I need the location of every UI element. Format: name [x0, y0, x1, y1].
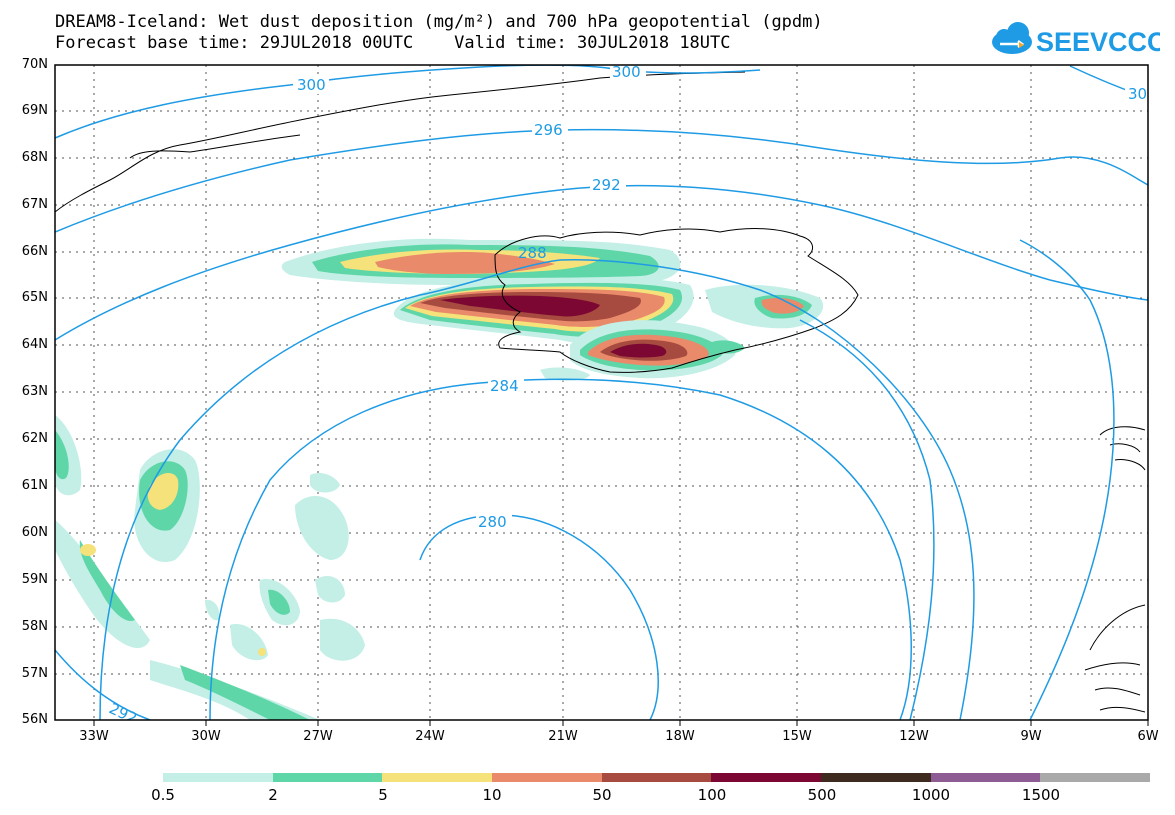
lon-label: 27W [303, 729, 333, 744]
legend-label: 5 [378, 786, 388, 804]
lon-label: 12W [899, 729, 929, 744]
legend-label: 100 [697, 786, 727, 804]
lat-label: 60N [21, 525, 48, 540]
legend-swatch [711, 773, 822, 782]
map-subtitle: Forecast base time: 29JUL2018 00UTC Vali… [55, 33, 731, 53]
legend-label: 0.5 [151, 786, 175, 804]
legend-swatch [272, 773, 383, 782]
cloud-icon [992, 22, 1032, 54]
legend-swatch [163, 773, 273, 782]
legend-label: 1500 [1021, 786, 1061, 804]
coastlines [55, 71, 1146, 713]
legend-swatch [601, 773, 712, 782]
contour-label: 280 [478, 513, 507, 531]
lat-label: 69N [21, 103, 48, 118]
geopotential-contours [55, 65, 1148, 720]
lat-label: 56N [21, 712, 48, 727]
lat-label: 65N [21, 290, 48, 305]
lon-label: 6W [1137, 729, 1159, 744]
contour-label: 284 [490, 377, 519, 395]
lat-label: 67N [21, 197, 48, 212]
legend-label: 500 [807, 786, 837, 804]
legend-label: 50 [592, 786, 612, 804]
contour-label: 292 [106, 699, 140, 727]
legend-label: 10 [482, 786, 502, 804]
legend-swatch [930, 773, 1041, 782]
legend-colorbar [163, 773, 1151, 782]
lat-label: 59N [21, 572, 48, 587]
lon-label: 30W [191, 729, 221, 744]
seevccc-logo: SEEVCCC [992, 22, 1160, 57]
grid-lines [55, 65, 1148, 720]
legend-swatch [821, 773, 931, 782]
contour-label: 30 [1128, 85, 1147, 103]
lat-label: 57N [21, 666, 48, 681]
axis-ticks [93, 720, 1149, 726]
lon-label: 9W [1020, 729, 1042, 744]
legend-label: 1000 [911, 786, 951, 804]
map-title: DREAM8-Iceland: Wet dust deposition (mg/… [55, 12, 823, 32]
lat-label: 68N [21, 150, 48, 165]
lat-label: 63N [21, 384, 48, 399]
lon-label: 15W [782, 729, 812, 744]
dust-deposition-shading [55, 238, 824, 720]
lat-label: 58N [21, 619, 48, 634]
lat-label: 66N [21, 244, 48, 259]
legend-swatch [382, 773, 493, 782]
contour-label: 300 [297, 76, 326, 94]
lon-label: 18W [665, 729, 695, 744]
lon-label: 24W [415, 729, 445, 744]
lon-label: 33W [79, 729, 109, 744]
map-frame [54, 64, 1149, 721]
lat-label: 70N [21, 57, 48, 72]
legend-swatch [1040, 773, 1151, 782]
legend-swatch [492, 773, 602, 782]
lon-label: 21W [548, 729, 578, 744]
contour-label: 292 [592, 176, 621, 194]
contour-label: 300 [612, 63, 641, 81]
legend-label: 2 [268, 786, 278, 804]
contour-labels: 300 300 30 296 292 288 284 280 292 [106, 63, 1148, 727]
lat-label: 62N [21, 431, 48, 446]
logo-text: SEEVCCC [1036, 27, 1160, 57]
lat-label: 64N [21, 337, 48, 352]
contour-label: 296 [534, 121, 563, 139]
lat-label: 61N [21, 478, 48, 493]
contour-label: 288 [518, 244, 547, 262]
